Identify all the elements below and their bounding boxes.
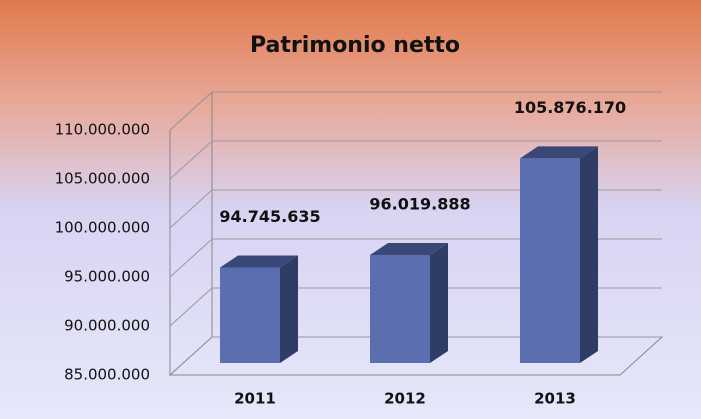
x-tick-label: 2011 (234, 390, 276, 408)
bar-top (520, 146, 598, 159)
bar-top (370, 243, 448, 256)
bar-side (280, 255, 298, 363)
bar-front (220, 267, 280, 363)
y-tick-label: 90.000.000 (64, 317, 150, 335)
x-tick-label: 2013 (534, 390, 576, 408)
data-label: 96.019.888 (369, 195, 470, 214)
y-tick-label: 110.000.000 (55, 121, 150, 139)
grid-line (169, 91, 662, 131)
bar-top (220, 255, 298, 268)
bar (220, 255, 298, 363)
bar (520, 146, 598, 363)
grid-line (169, 189, 662, 229)
grid-line (169, 287, 662, 327)
y-tick-label: 100.000.000 (55, 219, 150, 237)
y-tick-label: 85.000.000 (64, 366, 150, 384)
y-tick-label: 105.000.000 (55, 170, 150, 188)
bar (370, 243, 448, 363)
bar-front (370, 255, 430, 363)
chart-title: Patrimonio netto (250, 33, 460, 58)
bar-front (520, 158, 580, 363)
y-tick-label: 95.000.000 (64, 268, 150, 286)
grid-line (169, 140, 662, 180)
bar-side (430, 243, 448, 363)
data-label: 94.745.635 (219, 207, 320, 226)
grid-line (169, 238, 662, 278)
grid-line (169, 336, 662, 376)
x-tick-label: 2012 (384, 390, 426, 408)
bar-side (580, 146, 598, 363)
data-label: 105.876.170 (514, 98, 626, 117)
